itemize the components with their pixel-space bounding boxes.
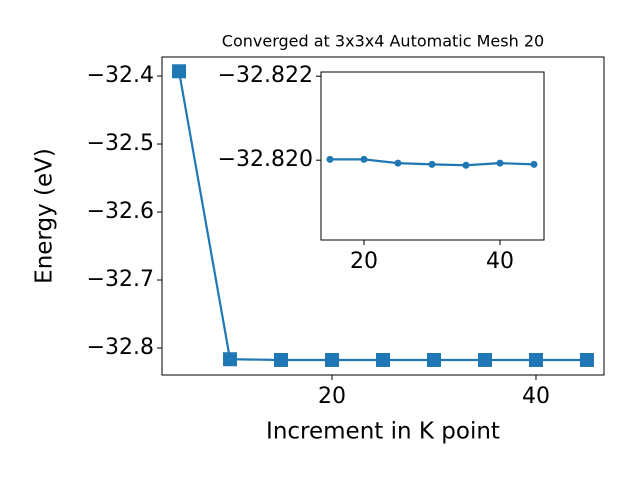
y-tick-label: −32.822 (218, 63, 313, 88)
y-axis-label: Energy (eV) (32, 148, 58, 284)
marker (579, 352, 594, 367)
y-tick-label: −32.6 (87, 199, 154, 224)
y-tick-label: −32.820 (218, 147, 313, 172)
marker (223, 352, 238, 367)
marker (360, 155, 368, 163)
marker (376, 352, 390, 367)
marker (428, 160, 436, 168)
marker (477, 352, 492, 367)
y-tick-label: −32.7 (87, 267, 154, 292)
chart-title: Converged at 3x3x4 Automatic Mesh 20 (222, 32, 544, 51)
plot-area (320, 71, 545, 241)
y-tick-label: −32.4 (87, 63, 154, 88)
marker (530, 160, 538, 168)
marker (462, 161, 470, 169)
marker (394, 159, 402, 167)
marker (528, 352, 543, 367)
marker (426, 352, 441, 367)
marker (496, 159, 504, 167)
x-tick-label: 40 (522, 384, 550, 409)
marker (172, 64, 187, 79)
marker (274, 352, 289, 367)
x-axis-label: Increment in K point (266, 419, 500, 445)
x-tick-label: 20 (318, 384, 346, 409)
y-tick-label: −32.5 (87, 131, 154, 156)
marker (325, 352, 340, 367)
marker (326, 155, 334, 163)
x-tick-label: 40 (486, 249, 514, 274)
y-tick-label: −32.8 (87, 335, 154, 360)
x-tick-label: 20 (350, 249, 378, 274)
